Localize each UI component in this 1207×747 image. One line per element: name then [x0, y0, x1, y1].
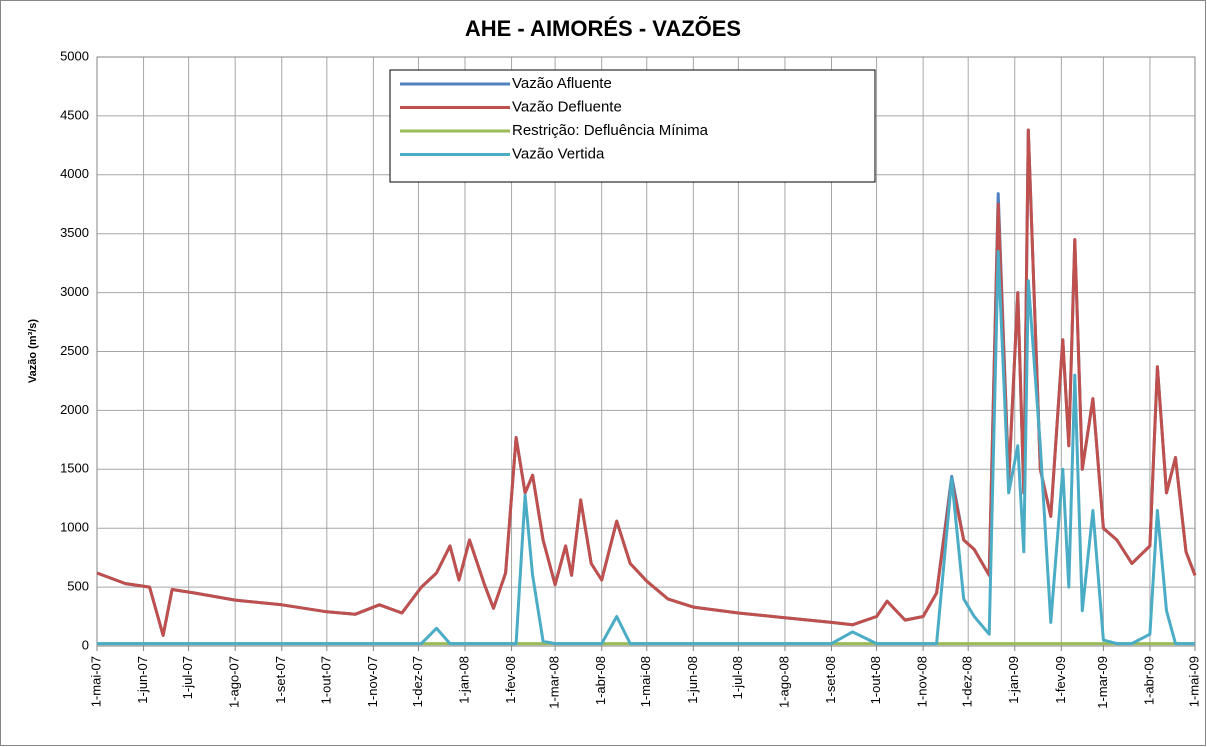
plot-border: [96, 56, 1196, 647]
series-line: [97, 249, 1195, 646]
x-tick-label: 1-mar-08: [547, 656, 562, 709]
legend-box: [389, 69, 876, 183]
y-tick-label: 0: [82, 637, 89, 652]
x-tick-label: 1-fev-08: [503, 656, 518, 704]
x-tick-label: 1-mai-08: [638, 656, 653, 707]
x-tick-label: 1-ago-08: [776, 656, 791, 708]
x-tick-label: 1-out-07: [318, 656, 333, 704]
x-tick-label: 1-nov-07: [365, 656, 380, 707]
y-axis-label: Vazão (m³/s): [27, 319, 39, 384]
x-tick-label: 1-ago-07: [227, 656, 242, 708]
legend-label: Restrição: Defluência Mínima: [512, 122, 709, 139]
y-tick-label: 2000: [60, 402, 89, 417]
chart-title: AHE - AIMORÉS - VAZÕES: [465, 16, 741, 41]
x-tick-label: 1-jan-08: [456, 656, 471, 704]
y-tick-label: 5000: [60, 48, 89, 63]
x-tick-label: 1-jun-07: [135, 656, 150, 704]
x-tick-label: 1-mar-09: [1095, 656, 1110, 709]
y-tick-label: 3000: [60, 284, 89, 299]
x-tick-label: 1-jul-07: [180, 656, 195, 699]
y-tick-label: 1000: [60, 520, 89, 535]
legend-label: Vazão Vertida: [512, 145, 605, 162]
x-tick-label: 1-abr-08: [593, 656, 608, 705]
legend-label: Vazão Afluente: [512, 75, 612, 92]
x-tick-label: 1-set-07: [273, 656, 288, 704]
y-tick-label: 3500: [60, 225, 89, 240]
x-tick-label: 1-mai-07: [88, 656, 103, 707]
x-tick-label: 1-set-08: [823, 656, 838, 704]
x-tick-label: 1-jan-09: [1006, 656, 1021, 704]
legend-label: Vazão Defluente: [512, 98, 622, 115]
x-tick-label: 1-dez-08: [960, 656, 975, 707]
y-tick-label: 4500: [60, 107, 89, 122]
y-tick-label: 1500: [60, 461, 89, 476]
x-tick-label: 1-out-08: [868, 656, 883, 704]
series-line: [96, 128, 1197, 637]
x-tick-label: 1-dez-07: [410, 656, 425, 707]
y-tick-label: 500: [67, 579, 89, 594]
y-tick-label: 2500: [60, 343, 89, 358]
y-tick-label: 4000: [60, 166, 89, 181]
x-tick-label: 1-mai-09: [1186, 656, 1201, 707]
x-tick-label: 1-nov-08: [915, 656, 930, 707]
x-tick-label: 1-fev-09: [1053, 656, 1068, 704]
x-tick-label: 1-abr-09: [1141, 656, 1156, 705]
x-tick-label: 1-jul-08: [730, 656, 745, 699]
x-tick-label: 1-jun-08: [685, 656, 700, 704]
